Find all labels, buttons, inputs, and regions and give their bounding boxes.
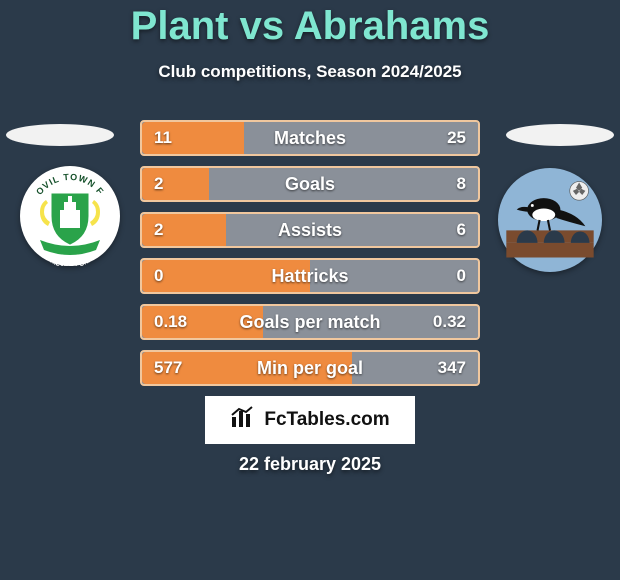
stat-right-value: 0.32 bbox=[433, 306, 466, 338]
stat-row: 1125Matches bbox=[140, 120, 480, 156]
stat-row-fill bbox=[142, 168, 209, 200]
stat-row-fill bbox=[142, 214, 226, 246]
watermark-text: FcTables.com bbox=[264, 409, 389, 431]
date-line: 22 february 2025 bbox=[0, 454, 620, 475]
left-team-crest: OVIL TOWN F HIEVE BY UNI bbox=[20, 166, 120, 266]
stat-right-value: 0 bbox=[457, 260, 466, 292]
barchart-icon-svg bbox=[230, 405, 256, 429]
stat-row: 0.180.32Goals per match bbox=[140, 304, 480, 340]
left-player-shadow bbox=[6, 124, 114, 146]
right-player-shadow bbox=[506, 124, 614, 146]
stat-row-fill bbox=[142, 260, 310, 292]
barchart-icon bbox=[230, 405, 256, 435]
right-team-crest bbox=[498, 168, 602, 272]
subtitle: Club competitions, Season 2024/2025 bbox=[0, 62, 620, 82]
stat-right-value: 347 bbox=[438, 352, 466, 384]
left-crest-svg: OVIL TOWN F HIEVE BY UNI bbox=[20, 166, 120, 266]
stat-row-fill bbox=[142, 352, 352, 384]
stat-row-fill bbox=[142, 306, 263, 338]
right-crest-svg bbox=[498, 168, 602, 272]
stat-right-value: 25 bbox=[447, 122, 466, 154]
stat-row: 577347Min per goal bbox=[140, 350, 480, 386]
stat-row: 00Hattricks bbox=[140, 258, 480, 294]
watermark: FcTables.com bbox=[205, 396, 415, 444]
stat-row: 28Goals bbox=[140, 166, 480, 202]
stat-right-value: 8 bbox=[457, 168, 466, 200]
comparison-infographic: Plant vs Abrahams Club competitions, Sea… bbox=[0, 0, 620, 580]
page-title: Plant vs Abrahams bbox=[0, 4, 620, 49]
stat-row-fill bbox=[142, 122, 244, 154]
stat-right-value: 6 bbox=[457, 214, 466, 246]
stat-row: 26Assists bbox=[140, 212, 480, 248]
